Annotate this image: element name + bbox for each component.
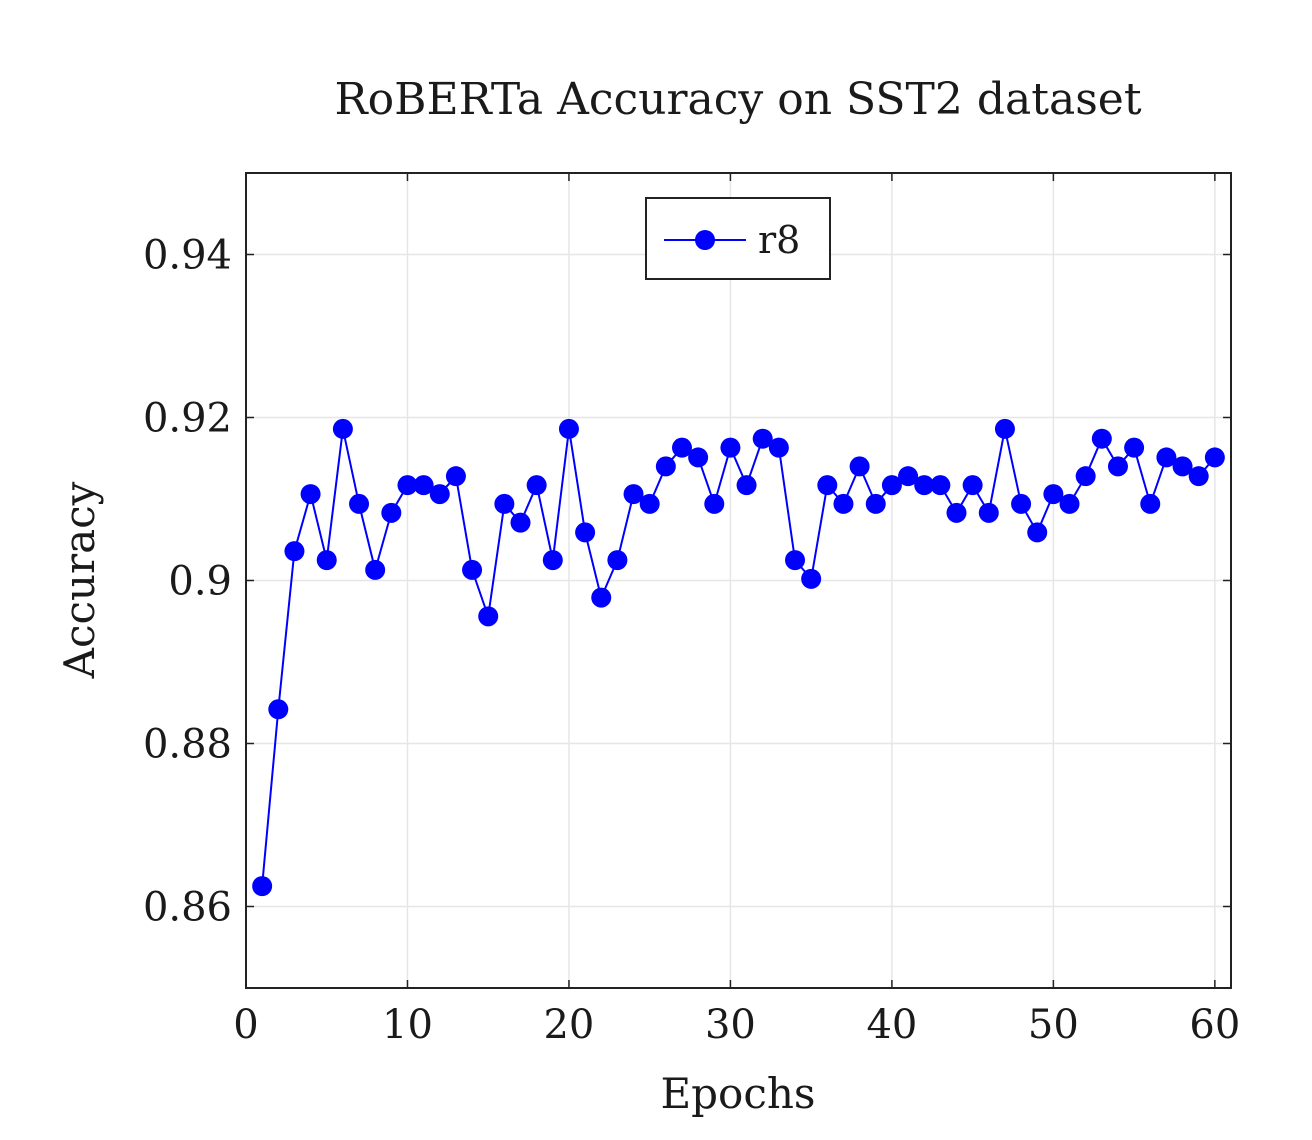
axis-ticks xyxy=(245,173,1231,988)
data-point xyxy=(1172,456,1193,477)
data-point xyxy=(365,559,386,580)
data-point xyxy=(575,522,596,543)
grid-lines xyxy=(245,173,1231,988)
legend-label: r8 xyxy=(758,218,800,262)
data-point xyxy=(1027,522,1048,543)
data-point xyxy=(623,484,644,505)
data-point xyxy=(1075,466,1096,487)
data-point xyxy=(865,493,886,514)
data-point xyxy=(688,447,709,468)
legend-marker-icon xyxy=(695,230,715,250)
x-tick-label: 10 xyxy=(382,1002,433,1048)
data-point xyxy=(639,493,660,514)
data-point xyxy=(284,541,305,562)
data-point xyxy=(397,475,418,496)
y-tick-label: 0.88 xyxy=(143,722,232,768)
data-point xyxy=(494,493,515,514)
chart-title: RoBERTa Accuracy on SST2 dataset xyxy=(335,74,1142,125)
data-point xyxy=(962,475,983,496)
y-tick-label: 0.94 xyxy=(143,233,232,279)
data-point xyxy=(849,456,870,477)
data-point xyxy=(526,475,547,496)
y-tick-label: 0.9 xyxy=(168,559,232,605)
x-tick-label: 30 xyxy=(705,1002,756,1048)
data-point xyxy=(1188,466,1209,487)
data-point xyxy=(720,437,741,458)
y-tick-label: 0.92 xyxy=(143,396,232,442)
data-point xyxy=(591,587,612,608)
legend-box xyxy=(645,197,831,280)
data-point xyxy=(736,475,757,496)
x-tick-label: 40 xyxy=(866,1002,917,1048)
data-point xyxy=(1107,456,1128,477)
data-point xyxy=(801,568,822,589)
data-point xyxy=(978,502,999,523)
data-point xyxy=(785,550,806,571)
data-point xyxy=(655,456,676,477)
data-point xyxy=(607,550,628,571)
data-point xyxy=(1204,447,1225,468)
x-tick-labels: 0 10 20 30 40 50 60 xyxy=(233,1002,1240,1048)
data-point xyxy=(1011,493,1032,514)
data-point xyxy=(768,437,789,458)
x-tick-label: 0 xyxy=(233,1002,258,1048)
data-point xyxy=(1156,447,1177,468)
legend: r8 xyxy=(645,197,831,280)
data-point xyxy=(704,493,725,514)
data-point xyxy=(946,502,967,523)
data-point xyxy=(462,559,483,580)
data-point xyxy=(252,876,273,897)
data-series xyxy=(252,418,1225,897)
data-point xyxy=(1059,493,1080,514)
data-point xyxy=(268,699,289,720)
data-point xyxy=(898,466,919,487)
data-point xyxy=(445,466,466,487)
data-point xyxy=(833,493,854,514)
x-tick-label: 60 xyxy=(1189,1002,1240,1048)
data-point xyxy=(881,475,902,496)
data-point xyxy=(817,475,838,496)
x-tick-label: 50 xyxy=(1028,1002,1079,1048)
data-point xyxy=(413,475,434,496)
data-point xyxy=(510,512,531,533)
data-point xyxy=(1124,437,1145,458)
y-tick-label: 0.86 xyxy=(143,885,232,931)
x-tick-label: 20 xyxy=(543,1002,594,1048)
data-point xyxy=(316,550,337,571)
data-point xyxy=(381,502,402,523)
y-tick-labels: 0.86 0.88 0.9 0.92 0.94 xyxy=(143,233,232,931)
data-point xyxy=(332,418,353,439)
data-point xyxy=(930,475,951,496)
data-point xyxy=(1091,428,1112,449)
data-point xyxy=(478,606,499,627)
data-point xyxy=(300,484,321,505)
data-point xyxy=(994,418,1015,439)
data-point xyxy=(752,428,773,449)
data-point xyxy=(542,550,563,571)
data-point xyxy=(1140,493,1161,514)
data-point xyxy=(671,437,692,458)
data-point xyxy=(1043,484,1064,505)
data-point xyxy=(429,484,450,505)
data-point xyxy=(349,493,370,514)
y-axis-label: Accuracy xyxy=(55,481,104,679)
data-point xyxy=(914,475,935,496)
data-point xyxy=(558,418,579,439)
x-axis-label: Epochs xyxy=(661,1069,816,1118)
